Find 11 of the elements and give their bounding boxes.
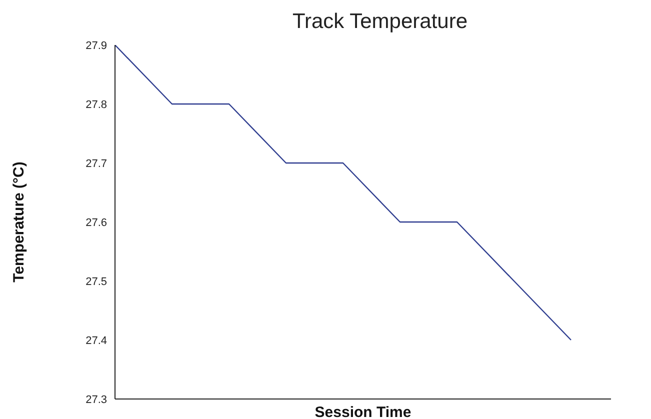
y-axis-title: Temperature (°C) bbox=[10, 162, 28, 282]
y-tick-label: 27.6 bbox=[86, 216, 107, 229]
y-tick-label: 27.8 bbox=[86, 98, 107, 111]
x-axis-title: Session Time bbox=[314, 404, 412, 419]
y-tick-label: 27.5 bbox=[86, 276, 107, 288]
y-tick-label: 27.4 bbox=[86, 334, 107, 347]
y-tick-label: 27.9 bbox=[86, 40, 107, 52]
y-tick-label: 27.7 bbox=[86, 158, 107, 170]
y-tick-label: 27.3 bbox=[86, 394, 107, 406]
chart-title: Track Temperature bbox=[291, 10, 469, 34]
line-series bbox=[114, 45, 572, 341]
